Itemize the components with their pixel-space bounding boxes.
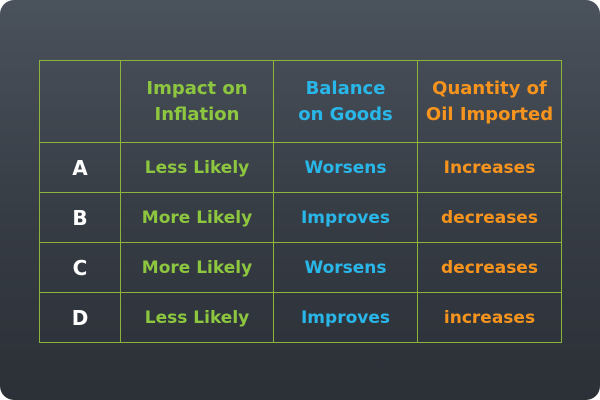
table-row-c: C More Likely Worsens decreases xyxy=(39,242,562,293)
oil-cell: decreases xyxy=(417,242,562,293)
oil-cell: Increases xyxy=(417,142,562,193)
table-row-a: A Less Likely Worsens Increases xyxy=(39,142,562,193)
oil-cell: decreases xyxy=(417,192,562,243)
balance-cell: Improves xyxy=(273,192,418,243)
header-impact-on-inflation: Impact on Inflation xyxy=(120,60,274,143)
header-quantity-of-oil-imported: Quantity of Oil Imported xyxy=(417,60,562,143)
header-line: on Goods xyxy=(298,103,393,125)
table-row-d: D Less Likely Improves increases xyxy=(39,292,562,343)
balance-cell: Improves xyxy=(273,292,418,343)
header-balance-on-goods: Balance on Goods xyxy=(273,60,418,143)
row-label: C xyxy=(39,242,121,293)
table-header-row: Impact on Inflation Balance on Goods Qua… xyxy=(39,60,562,143)
header-line: Oil Imported xyxy=(425,103,554,125)
balance-cell: Worsens xyxy=(273,142,418,193)
options-table: Impact on Inflation Balance on Goods Qua… xyxy=(39,60,562,343)
header-line: Impact on xyxy=(146,77,248,99)
row-label: B xyxy=(39,192,121,243)
header-line: Quantity of xyxy=(432,77,547,99)
oil-cell: increases xyxy=(417,292,562,343)
row-label: D xyxy=(39,292,121,343)
inflation-cell: More Likely xyxy=(120,192,274,243)
table-row-b: B More Likely Improves decreases xyxy=(39,192,562,243)
balance-cell: Worsens xyxy=(273,242,418,293)
header-line: Inflation xyxy=(154,103,240,125)
inflation-cell: More Likely xyxy=(120,242,274,293)
corner-cell xyxy=(39,60,121,143)
header-line: Balance xyxy=(305,77,386,99)
inflation-cell: Less Likely xyxy=(120,142,274,193)
row-label: A xyxy=(39,142,121,193)
inflation-cell: Less Likely xyxy=(120,292,274,343)
